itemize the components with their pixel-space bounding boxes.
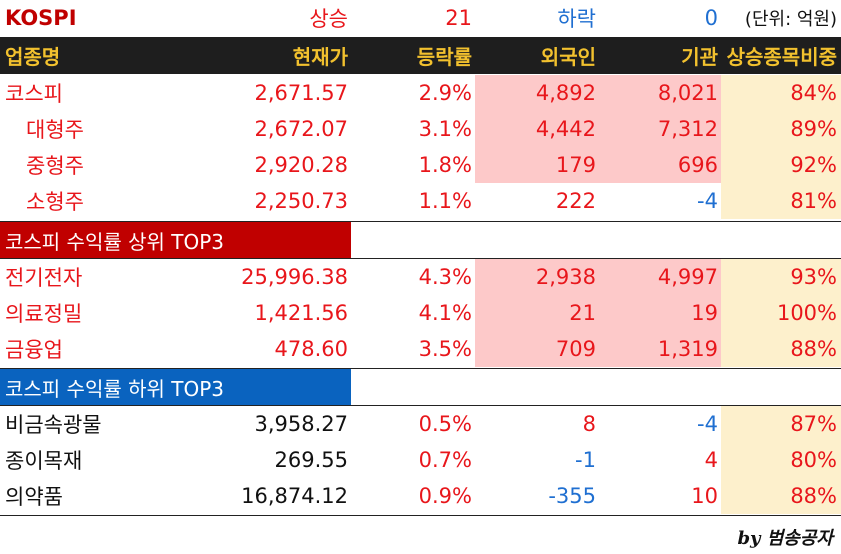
row-price: 2,250.73 bbox=[254, 189, 348, 213]
row-change: 2.9% bbox=[418, 81, 472, 105]
table-row: 대형주 2,672.07 3.1% 4,442 7,312 89% bbox=[0, 111, 841, 147]
row-change: 3.5% bbox=[418, 337, 472, 361]
row-change: 1.1% bbox=[418, 189, 472, 213]
row-name: 종이목재 bbox=[5, 449, 83, 473]
down-label: 하락 bbox=[557, 7, 596, 31]
row-foreign: 8 bbox=[582, 412, 596, 436]
row-name: 대형주 bbox=[26, 118, 84, 142]
row-foreign: 709 bbox=[475, 331, 599, 367]
row-name: 중형주 bbox=[26, 154, 84, 178]
section-top3-title: 코스피 수익률 상위 TOP3 bbox=[0, 222, 351, 258]
row-up-ratio: 81% bbox=[721, 183, 841, 219]
row-name: 의약품 bbox=[5, 485, 63, 509]
row-foreign: -1 bbox=[575, 448, 596, 472]
up-count: 21 bbox=[445, 6, 472, 30]
section-top3-header: 코스피 수익률 상위 TOP3 bbox=[0, 222, 841, 258]
row-foreign: 4,892 bbox=[475, 75, 599, 111]
row-up-ratio: 80% bbox=[721, 442, 841, 478]
table-row: 금융업 478.60 3.5% 709 1,319 88% bbox=[0, 331, 841, 367]
row-up-ratio: 92% bbox=[721, 147, 841, 183]
row-change: 0.7% bbox=[418, 448, 472, 472]
row-up-ratio: 88% bbox=[721, 478, 841, 514]
section-bottom3-title: 코스피 수익률 하위 TOP3 bbox=[0, 369, 351, 405]
row-change: 1.8% bbox=[418, 153, 472, 177]
table-row: 전기전자 25,996.38 4.3% 2,938 4,997 93% bbox=[0, 259, 841, 295]
table-row: 종이목재 269.55 0.7% -1 4 80% bbox=[0, 442, 841, 478]
divider bbox=[0, 258, 841, 259]
row-up-ratio: 88% bbox=[721, 331, 841, 367]
row-name: 전기전자 bbox=[5, 266, 83, 290]
divider bbox=[0, 221, 841, 222]
row-price: 16,874.12 bbox=[241, 484, 348, 508]
row-change: 0.9% bbox=[418, 484, 472, 508]
market-name: KOSPI bbox=[5, 6, 77, 30]
section-bottom3-header: 코스피 수익률 하위 TOP3 bbox=[0, 369, 841, 405]
header-sector: 업종명 bbox=[5, 45, 61, 69]
row-foreign: 2,938 bbox=[475, 259, 599, 295]
row-foreign: 179 bbox=[475, 147, 599, 183]
down-count: 0 bbox=[704, 6, 718, 30]
row-price: 25,996.38 bbox=[241, 265, 348, 289]
divider bbox=[0, 405, 841, 406]
table-row: 코스피 2,671.57 2.9% 4,892 8,021 84% bbox=[0, 75, 841, 111]
header-foreign: 외국인 bbox=[540, 45, 596, 69]
row-institution: 10 bbox=[691, 484, 718, 508]
row-institution: 7,312 bbox=[599, 111, 721, 147]
row-price: 269.55 bbox=[274, 448, 348, 472]
row-foreign: -355 bbox=[548, 484, 596, 508]
row-change: 4.1% bbox=[418, 301, 472, 325]
row-up-ratio: 93% bbox=[721, 259, 841, 295]
up-label: 상승 bbox=[309, 7, 348, 31]
divider bbox=[0, 368, 841, 369]
table-row: 의약품 16,874.12 0.9% -355 10 88% bbox=[0, 478, 841, 514]
table-row: 중형주 2,920.28 1.8% 179 696 92% bbox=[0, 147, 841, 183]
row-institution: -4 bbox=[697, 412, 718, 436]
row-price: 2,920.28 bbox=[254, 153, 348, 177]
header-price: 현재가 bbox=[292, 45, 348, 69]
row-foreign: 21 bbox=[475, 295, 599, 331]
row-name: 코스피 bbox=[5, 82, 63, 106]
row-change: 4.3% bbox=[418, 265, 472, 289]
table-row: 비금속광물 3,958.27 0.5% 8 -4 87% bbox=[0, 406, 841, 442]
header-up-ratio: 상승종목비중 bbox=[726, 45, 837, 69]
row-change: 0.5% bbox=[418, 412, 472, 436]
header-change: 등락률 bbox=[416, 45, 472, 69]
row-foreign: 4,442 bbox=[475, 111, 599, 147]
row-price: 2,672.07 bbox=[254, 117, 348, 141]
row-name: 소형주 bbox=[26, 190, 84, 214]
row-name: 금융업 bbox=[5, 338, 63, 362]
row-up-ratio: 87% bbox=[721, 406, 841, 442]
row-foreign: 222 bbox=[555, 189, 596, 213]
row-institution: 1,319 bbox=[599, 331, 721, 367]
header-institution: 기관 bbox=[681, 45, 718, 69]
row-institution: 4 bbox=[704, 448, 718, 472]
row-price: 2,671.57 bbox=[254, 81, 348, 105]
row-price: 478.60 bbox=[274, 337, 348, 361]
divider bbox=[0, 515, 841, 516]
table-row: 의료정밀 1,421.56 4.1% 21 19 100% bbox=[0, 295, 841, 331]
table-row: 소형주 2,250.73 1.1% 222 -4 81% bbox=[0, 183, 841, 219]
row-up-ratio: 89% bbox=[721, 111, 841, 147]
table-header: 업종명 현재가 등락률 외국인 기관 상승종목비중 bbox=[0, 37, 841, 74]
row-institution: 19 bbox=[599, 295, 721, 331]
row-change: 3.1% bbox=[418, 117, 472, 141]
row-institution: 696 bbox=[599, 147, 721, 183]
row-institution: -4 bbox=[697, 189, 718, 213]
row-name: 의료정밀 bbox=[5, 302, 83, 326]
summary-bar: KOSPI 상승 21 하락 0 (단위: 억원) bbox=[0, 0, 841, 36]
row-up-ratio: 84% bbox=[721, 75, 841, 111]
row-up-ratio: 100% bbox=[721, 295, 841, 331]
author-credit: by 범송공자 bbox=[737, 528, 833, 549]
row-name: 비금속광물 bbox=[5, 413, 102, 437]
row-price: 1,421.56 bbox=[254, 301, 348, 325]
row-institution: 8,021 bbox=[599, 75, 721, 111]
row-institution: 4,997 bbox=[599, 259, 721, 295]
unit-label: (단위: 억원) bbox=[744, 9, 837, 30]
row-price: 3,958.27 bbox=[254, 412, 348, 436]
